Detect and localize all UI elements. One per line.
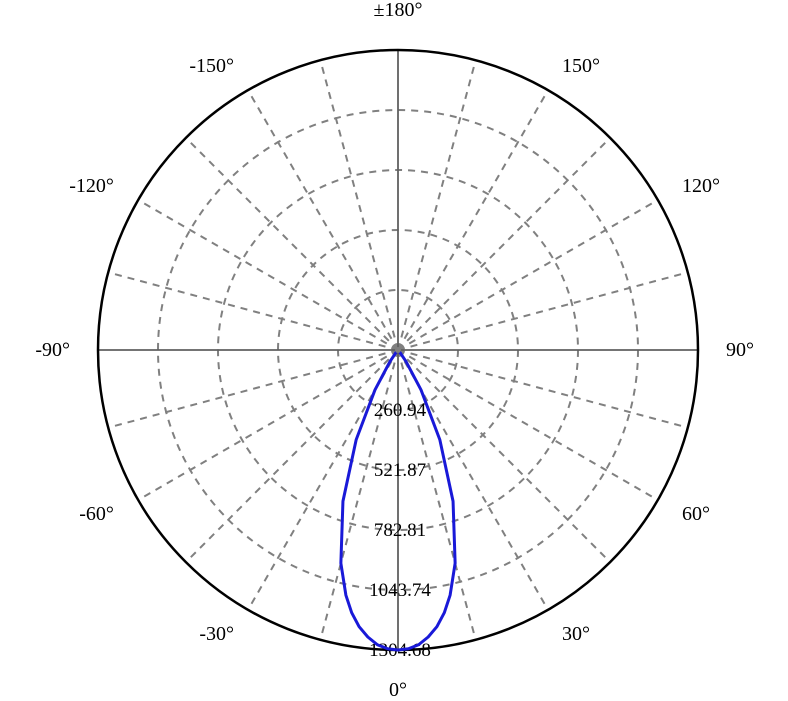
spoke — [398, 200, 658, 350]
spoke — [108, 350, 398, 428]
angle-label: 90° — [726, 339, 754, 361]
radial-label: 1043.74 — [369, 580, 431, 601]
spoke — [248, 90, 398, 350]
radial-label: 782.81 — [374, 520, 426, 541]
angle-label: -90° — [35, 339, 70, 361]
spoke — [320, 60, 398, 350]
angle-label: 120° — [682, 175, 720, 197]
spoke — [186, 350, 398, 562]
angle-label: -150° — [189, 55, 234, 77]
spoke — [138, 200, 398, 350]
spoke — [186, 138, 398, 350]
angle-label: 60° — [682, 503, 710, 525]
spoke — [398, 272, 688, 350]
spoke — [398, 60, 476, 350]
angle-label: ±180° — [374, 0, 423, 21]
spoke — [398, 90, 548, 350]
angle-label: -120° — [69, 175, 114, 197]
polar-chart: 260.94521.87782.811043.741304.680°30°60°… — [0, 0, 788, 701]
radial-label: 260.94 — [374, 400, 427, 421]
angle-label: 150° — [562, 55, 600, 77]
spoke — [398, 350, 658, 500]
origin-dot — [395, 347, 401, 353]
angle-label: 0° — [389, 679, 407, 701]
radial-label: 521.87 — [374, 460, 426, 481]
angle-label: 30° — [562, 623, 590, 645]
spoke — [398, 350, 688, 428]
spoke — [398, 138, 610, 350]
spoke — [108, 272, 398, 350]
spoke — [138, 350, 398, 500]
angle-label: -60° — [79, 503, 114, 525]
spoke — [398, 350, 610, 562]
angle-label: -30° — [199, 623, 234, 645]
